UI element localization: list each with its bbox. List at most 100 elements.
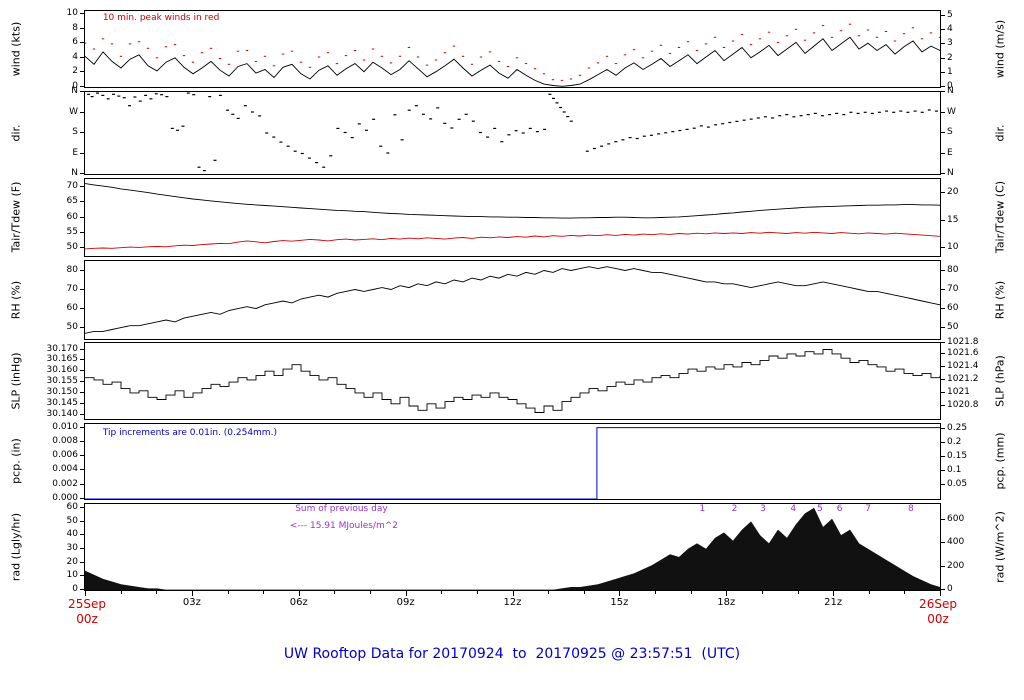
dir-point	[343, 131, 347, 134]
dir-point	[236, 117, 240, 119]
tickmark-right	[941, 456, 945, 457]
dir-point	[813, 112, 817, 114]
tickmark-right	[941, 173, 945, 174]
tickmark-left	[80, 349, 84, 350]
ytick-left-slp: 30.170	[46, 343, 79, 354]
dir-point	[218, 94, 222, 96]
dir-point	[186, 92, 190, 94]
ytick-right-pcp: 0.2	[947, 436, 962, 447]
ytick-left-slp: 30.150	[46, 386, 79, 397]
x-end-date-line1: 26Sep	[919, 597, 957, 611]
ytick-left-rad: 20	[66, 556, 78, 567]
dir-point	[322, 166, 326, 168]
dir-point	[934, 110, 938, 112]
plot-slp	[85, 349, 940, 413]
dir-point	[122, 97, 126, 99]
annotation-rad-0: Sum of previous day	[295, 503, 388, 514]
dir-point	[778, 115, 782, 117]
peak-mark	[434, 59, 438, 61]
ytick-left-wind: 6	[72, 37, 78, 48]
dir-point	[628, 137, 632, 139]
dir-point	[279, 141, 283, 143]
peak-mark	[902, 33, 906, 35]
ytick-left-slp: 30.165	[46, 354, 79, 365]
tickmark-left	[80, 270, 84, 271]
tickmark-left	[80, 217, 84, 218]
peak-mark	[200, 52, 204, 54]
x-tickmark	[833, 591, 834, 596]
tickmark-left	[80, 498, 84, 499]
tickmark-right	[941, 29, 945, 30]
peak-mark	[407, 47, 411, 48]
tickmark-right	[941, 72, 945, 73]
tickmark-left	[80, 548, 84, 549]
annotation-rad-2: 1	[699, 503, 706, 514]
peak-mark	[920, 38, 924, 40]
dir-point	[785, 114, 789, 116]
tickmark-left	[80, 42, 84, 43]
dir-point	[863, 111, 867, 113]
dir-point	[170, 127, 174, 129]
peak-mark	[830, 36, 834, 38]
peak-mark	[893, 40, 897, 42]
dir-point	[231, 113, 235, 115]
x-tickmark	[904, 591, 905, 594]
dir-point	[728, 121, 732, 124]
peak-mark	[704, 43, 708, 45]
dir-point	[642, 135, 646, 137]
tickmark-left	[80, 392, 84, 393]
peak-mark	[164, 46, 168, 48]
dir-point	[329, 155, 333, 157]
peak-mark	[749, 44, 753, 46]
peak-mark	[578, 74, 582, 76]
tickmark-left	[80, 469, 84, 470]
tickmark-left	[80, 370, 84, 371]
dir-point	[176, 129, 180, 131]
tickmark-right	[941, 519, 945, 520]
tickmark-left	[80, 186, 84, 187]
dir-point	[350, 137, 354, 139]
peak-mark	[695, 50, 699, 51]
tickmark-left	[80, 86, 84, 87]
tickmark-right	[941, 542, 945, 543]
ytick-left-dir: N	[71, 168, 78, 178]
peak-mark	[308, 66, 312, 68]
peak-mark	[479, 56, 483, 58]
annotation-rad-4: 3	[760, 503, 766, 514]
plot-wind	[85, 23, 940, 87]
tickmark-right	[941, 192, 945, 193]
dir-point	[336, 127, 340, 129]
peak-mark	[146, 47, 150, 49]
x-tickmark	[228, 591, 229, 594]
tickmark-right	[941, 392, 945, 393]
peak-mark	[758, 38, 762, 40]
tickmark-right	[941, 289, 945, 290]
x-tickmark	[869, 591, 870, 594]
x-tick-label: 09z	[396, 597, 415, 608]
dir-point	[792, 116, 796, 118]
rh-right-axis-label: RH (%)	[993, 280, 1007, 320]
dir-point	[870, 112, 874, 114]
ytick-right-rh: 70	[947, 283, 959, 294]
dir-point	[293, 150, 297, 152]
peak-mark	[272, 65, 276, 67]
annotation-rad-7: 6	[836, 503, 843, 514]
peak-mark	[686, 41, 690, 43]
x-tick-label: 03z	[182, 597, 201, 608]
dir-point	[493, 127, 497, 129]
x-tickmark	[299, 591, 300, 596]
dir-point	[250, 111, 254, 113]
peak-mark	[731, 40, 735, 42]
dir-point	[614, 141, 618, 143]
tickmark-left	[80, 521, 84, 522]
dir-point	[535, 131, 539, 133]
tickmark-left	[80, 71, 84, 72]
peak-mark	[299, 61, 303, 63]
dir-point	[386, 152, 390, 154]
dir-point	[471, 120, 475, 122]
dir-point	[842, 114, 846, 116]
plot-rad	[85, 507, 940, 590]
peak-mark	[605, 55, 609, 57]
plot-rh	[85, 266, 940, 334]
ytick-right-pcp: 0.1	[947, 464, 962, 475]
